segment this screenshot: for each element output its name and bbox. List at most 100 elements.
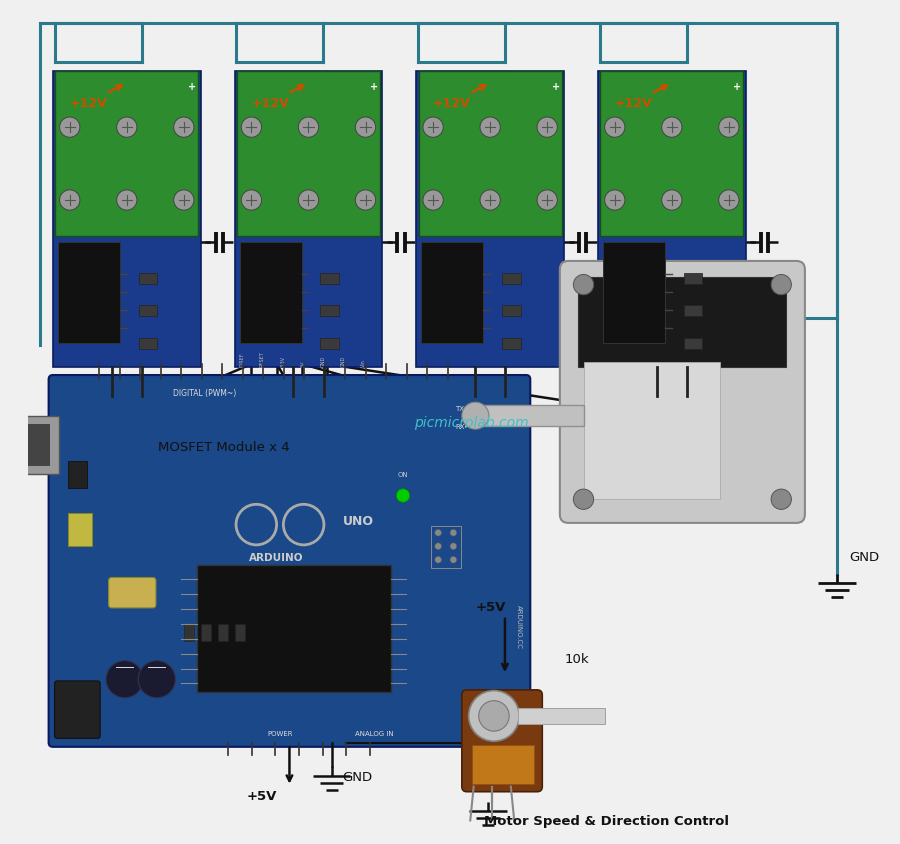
Bar xyxy=(431,527,461,569)
Circle shape xyxy=(435,544,442,550)
Circle shape xyxy=(241,118,262,138)
Bar xyxy=(598,72,746,367)
Bar xyxy=(684,306,702,317)
Circle shape xyxy=(298,118,319,138)
Circle shape xyxy=(573,490,594,510)
Bar xyxy=(184,625,194,641)
Text: ON: ON xyxy=(398,471,409,477)
Text: +12V: +12V xyxy=(251,86,303,111)
Text: +: + xyxy=(552,82,560,92)
Bar xyxy=(235,72,382,367)
Bar xyxy=(603,243,665,344)
Bar xyxy=(139,306,158,317)
Bar xyxy=(579,278,787,368)
Circle shape xyxy=(435,557,442,564)
Circle shape xyxy=(174,191,194,211)
Circle shape xyxy=(605,118,625,138)
Circle shape xyxy=(298,191,319,211)
Bar xyxy=(502,338,520,349)
Circle shape xyxy=(450,544,457,550)
Bar xyxy=(53,72,201,367)
FancyBboxPatch shape xyxy=(55,681,100,738)
Circle shape xyxy=(537,191,557,211)
Circle shape xyxy=(771,490,791,510)
Bar xyxy=(518,708,606,723)
Bar xyxy=(58,243,120,344)
Circle shape xyxy=(59,118,80,138)
Text: RX←: RX← xyxy=(455,424,471,430)
Text: +: + xyxy=(734,82,742,92)
Circle shape xyxy=(423,118,443,138)
Circle shape xyxy=(480,191,500,211)
Bar xyxy=(320,338,339,349)
Text: TX→: TX→ xyxy=(455,406,470,412)
Text: RESET: RESET xyxy=(260,350,265,366)
Text: 10k: 10k xyxy=(564,652,589,665)
Bar xyxy=(502,306,520,317)
Circle shape xyxy=(174,118,194,138)
Text: GND: GND xyxy=(341,355,346,366)
Circle shape xyxy=(356,118,375,138)
Bar xyxy=(56,72,198,237)
Circle shape xyxy=(719,118,739,138)
Text: MOSFET Module x 4: MOSFET Module x 4 xyxy=(158,441,290,454)
Text: IOREF: IOREF xyxy=(239,352,245,366)
Bar xyxy=(320,306,339,317)
Circle shape xyxy=(662,191,682,211)
Bar xyxy=(472,745,535,784)
Bar xyxy=(68,513,92,547)
Bar xyxy=(418,72,562,237)
Text: ANALOG IN: ANALOG IN xyxy=(356,730,394,736)
Circle shape xyxy=(771,275,791,295)
Circle shape xyxy=(435,530,442,537)
Bar xyxy=(421,243,483,344)
Text: +5V: +5V xyxy=(475,601,506,614)
Text: GND: GND xyxy=(320,355,326,366)
Bar xyxy=(68,462,86,489)
Circle shape xyxy=(396,490,410,503)
Text: GND: GND xyxy=(342,770,372,783)
Bar xyxy=(239,243,302,344)
Bar xyxy=(684,273,702,284)
Bar xyxy=(13,416,59,474)
Bar xyxy=(218,625,228,641)
Circle shape xyxy=(719,191,739,211)
Text: +: + xyxy=(370,82,378,92)
Text: ARDUINO: ARDUINO xyxy=(248,552,303,562)
Text: GND: GND xyxy=(849,550,879,564)
Bar xyxy=(600,72,743,237)
Bar xyxy=(19,425,49,465)
Circle shape xyxy=(450,557,457,564)
FancyBboxPatch shape xyxy=(49,376,530,747)
Text: +12V: +12V xyxy=(433,86,485,111)
Bar xyxy=(235,625,245,641)
Text: POWER: POWER xyxy=(267,730,293,736)
Circle shape xyxy=(117,118,137,138)
Bar xyxy=(502,273,520,284)
Circle shape xyxy=(241,191,262,211)
Circle shape xyxy=(117,191,137,211)
Text: UNO: UNO xyxy=(344,514,374,528)
Text: +5V: +5V xyxy=(247,789,277,802)
Text: DIGITAL (PWM~): DIGITAL (PWM~) xyxy=(173,388,236,398)
Circle shape xyxy=(59,191,80,211)
Bar xyxy=(416,72,564,367)
Text: 3.3V: 3.3V xyxy=(280,355,285,366)
Circle shape xyxy=(450,530,457,537)
Text: ARDUINO.CC: ARDUINO.CC xyxy=(517,604,522,648)
Text: 5V: 5V xyxy=(301,360,305,366)
Circle shape xyxy=(605,191,625,211)
Circle shape xyxy=(462,403,489,430)
Circle shape xyxy=(537,118,557,138)
Text: +12V: +12V xyxy=(615,86,667,111)
Circle shape xyxy=(480,118,500,138)
Circle shape xyxy=(573,275,594,295)
Text: GND: GND xyxy=(701,445,732,458)
FancyBboxPatch shape xyxy=(109,578,156,609)
Bar xyxy=(196,565,391,692)
Text: +: + xyxy=(188,82,196,92)
Text: picmicrolab.com: picmicrolab.com xyxy=(414,415,528,429)
Bar xyxy=(201,625,211,641)
Bar xyxy=(684,338,702,349)
Bar xyxy=(320,273,339,284)
